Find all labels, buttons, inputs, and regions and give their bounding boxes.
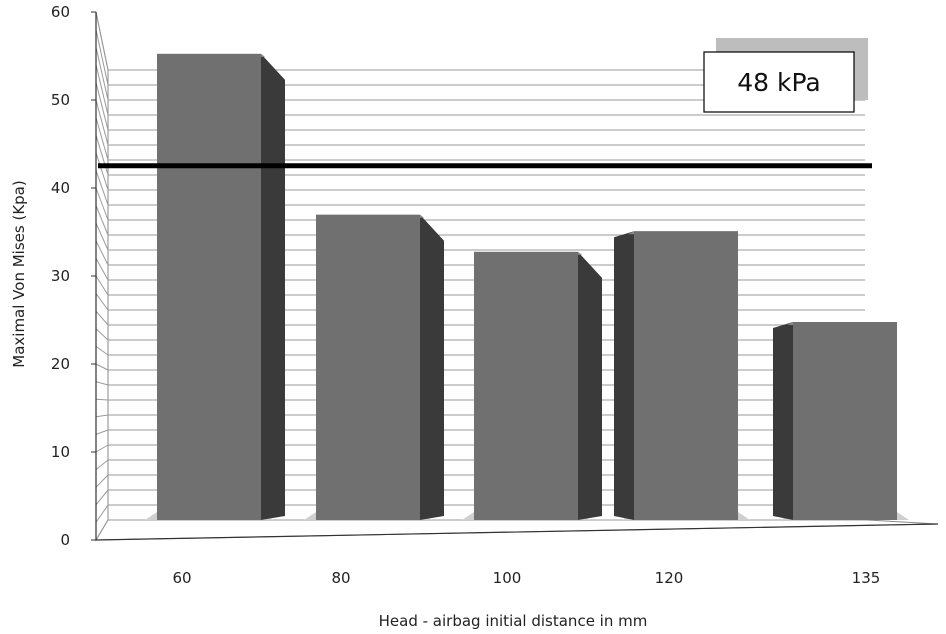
- callout-box: [703, 51, 855, 113]
- side-grid-line: [95, 187, 109, 221]
- bar-135: [773, 322, 909, 520]
- side-grid-line: [95, 11, 109, 71]
- reference-line-group: 48 kPa: [98, 38, 872, 169]
- y-tick-labels: 0 10 20 30 40 50 60: [51, 3, 96, 549]
- bar-side: [773, 322, 793, 520]
- side-grid-line: [95, 444, 109, 453]
- bar-120: [614, 231, 750, 520]
- y-tick-label: 60: [51, 3, 70, 21]
- side-grid-line: [95, 328, 109, 341]
- y-tick-label: 40: [51, 179, 70, 197]
- bar-front: [157, 53, 261, 520]
- side-grid-line: [95, 398, 109, 401]
- side-grid-line: [95, 170, 109, 206]
- y-tick-label: 30: [51, 267, 70, 285]
- y-tick-label: 50: [51, 91, 70, 109]
- bar-side: [420, 214, 444, 520]
- y-axis-title: Maximal Von Mises (Kpa): [10, 180, 28, 367]
- x-tick-labels: 60 80 100 120 135: [172, 569, 880, 587]
- x-axis-line: [95, 523, 939, 541]
- side-grid-line: [95, 205, 109, 236]
- bar-front: [474, 251, 578, 520]
- bar-front: [316, 214, 420, 520]
- side-grid-line: [95, 414, 109, 418]
- side-grid-line: [95, 381, 109, 386]
- side-grid-line: [95, 240, 109, 266]
- y-tick-label: 20: [51, 355, 70, 373]
- side-grid-line: [95, 345, 109, 356]
- side-grid-line: [95, 152, 109, 191]
- y-tick-label: 0: [60, 531, 70, 549]
- bar-side: [578, 251, 602, 520]
- side-grid-line: [95, 275, 109, 296]
- side-grid-line: [95, 222, 109, 251]
- side-grid-line: [95, 489, 109, 506]
- bar-100: [462, 251, 602, 520]
- bar-side: [614, 231, 634, 520]
- side-grid-line: [95, 117, 109, 161]
- side-grid-line: [95, 429, 109, 435]
- side-grid-line: [95, 47, 109, 101]
- bar-front: [793, 322, 897, 520]
- bar-front: [634, 231, 738, 520]
- side-grid-line: [95, 135, 109, 176]
- x-tick-label: 120: [655, 569, 684, 587]
- side-grid-line: [95, 474, 109, 488]
- side-grid-line: [95, 363, 109, 371]
- side-grid-line: [95, 99, 109, 146]
- side-grid-line: [95, 519, 109, 541]
- x-tick-label: 60: [172, 569, 191, 587]
- side-grid-line: [95, 29, 109, 86]
- side-grid-line: [95, 293, 109, 311]
- side-grid-line: [95, 504, 109, 523]
- reference-label: 48 kPa: [737, 68, 821, 97]
- bar-side: [261, 53, 285, 520]
- x-axis-title: Head - airbag initial distance in mm: [379, 612, 648, 630]
- side-grid-line: [95, 459, 109, 470]
- bars: [145, 53, 909, 520]
- x-tick-label: 100: [493, 569, 522, 587]
- x-tick-label: 80: [331, 569, 350, 587]
- side-grid-line: [95, 258, 109, 281]
- side-grid-line: [95, 82, 109, 131]
- bar-60: [145, 53, 285, 520]
- side-grid-line: [95, 64, 109, 116]
- bar-80: [304, 214, 444, 520]
- y-tick-label: 10: [51, 443, 70, 461]
- side-grid-line: [95, 310, 109, 326]
- x-tick-label: 135: [852, 569, 881, 587]
